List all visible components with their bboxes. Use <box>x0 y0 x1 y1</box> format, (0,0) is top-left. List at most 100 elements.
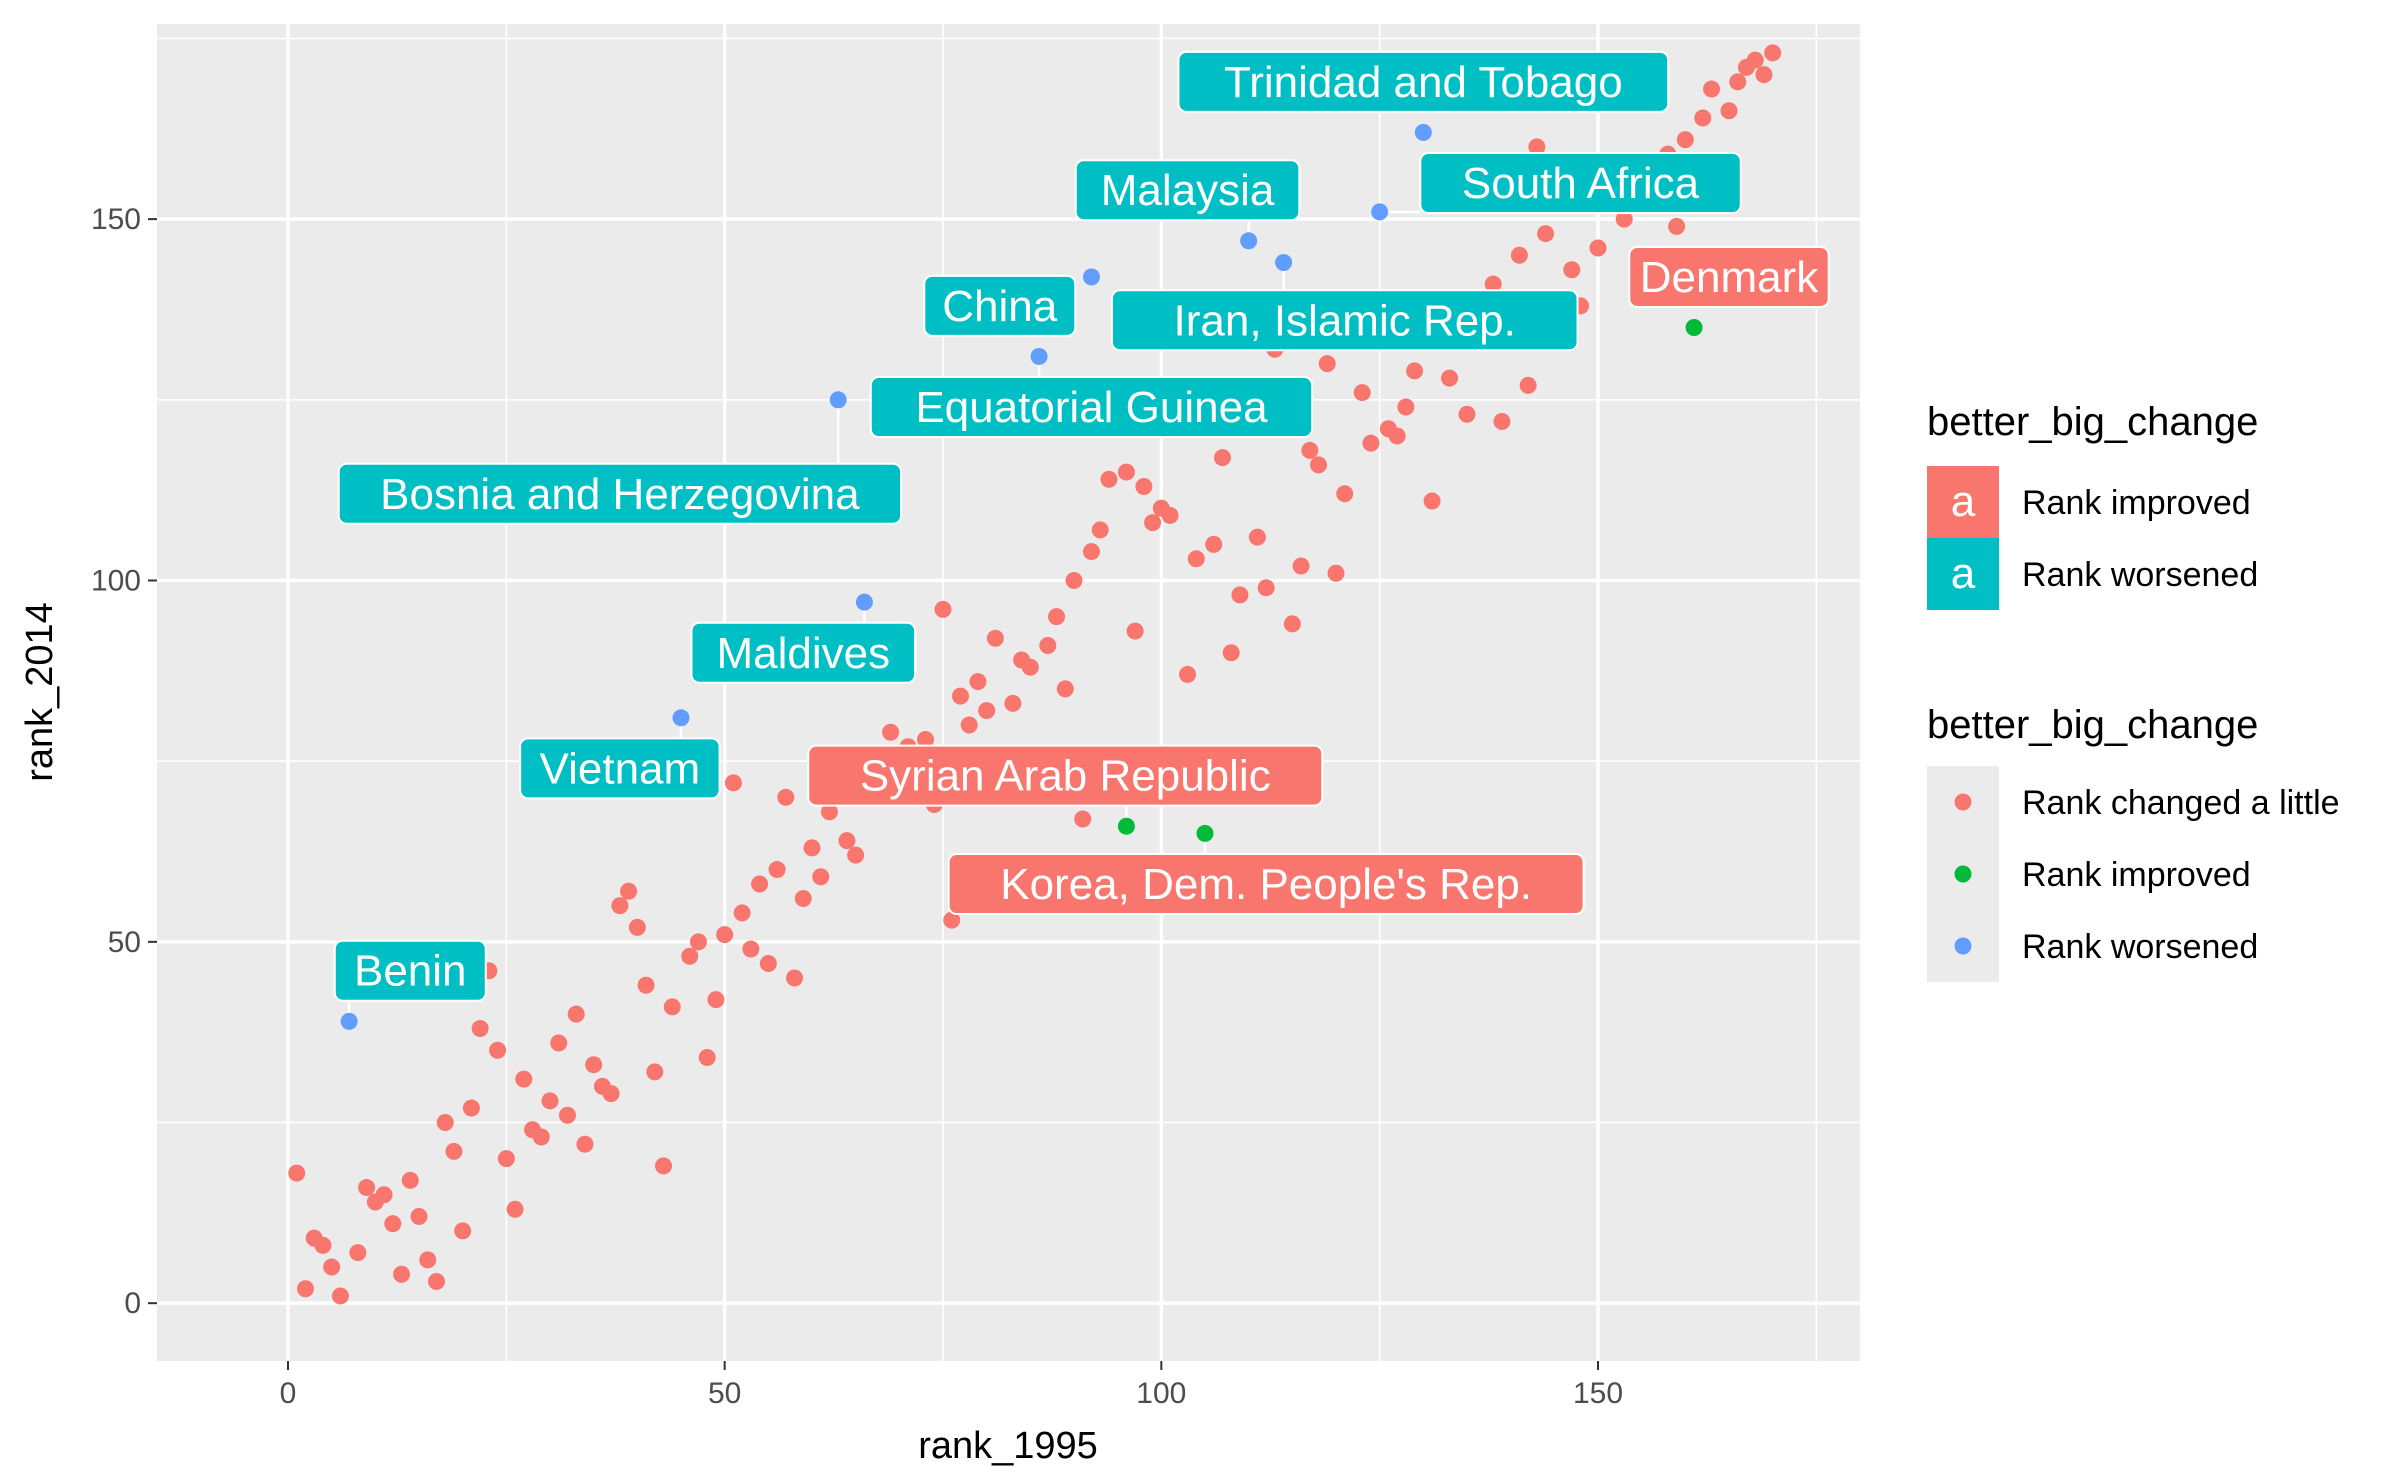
data-point <box>1676 131 1694 149</box>
data-point <box>978 702 996 720</box>
data-point <box>393 1265 411 1283</box>
data-point <box>1275 253 1293 271</box>
data-point <box>1100 470 1118 488</box>
data-point <box>1484 275 1502 293</box>
legend-title: better_big_change <box>1927 400 2258 444</box>
data-point <box>1240 232 1258 250</box>
data-point <box>1082 543 1100 561</box>
legend-entry-label: Rank worsened <box>2022 928 2258 966</box>
data-point <box>576 1135 594 1153</box>
data-point <box>1493 412 1511 430</box>
data-point <box>751 875 769 893</box>
country-label-box <box>1628 245 1830 308</box>
legend-title: better_big_change <box>1927 703 2258 747</box>
data-point <box>1048 608 1066 626</box>
country-label: South Africa <box>1462 159 1700 208</box>
country-label: Trinidad and Tobago <box>1224 58 1623 107</box>
x-tick-label: 100 <box>1136 1377 1186 1410</box>
data-point <box>585 1056 603 1074</box>
data-point <box>1746 51 1764 69</box>
country-label-box <box>869 376 1314 439</box>
legend-point-glyph <box>1954 793 1972 811</box>
y-axis-ticks: 0 50 100 150 <box>91 203 157 1320</box>
data-point <box>427 1273 445 1291</box>
data-point <box>1257 579 1275 597</box>
data-point <box>1537 225 1555 243</box>
data-point <box>1082 268 1100 286</box>
data-point <box>445 1142 463 1160</box>
country-label: Iran, Islamic Rep. <box>1174 296 1516 345</box>
data-point <box>323 1258 341 1276</box>
data-point <box>611 897 629 915</box>
data-point <box>655 1157 673 1175</box>
data-point <box>462 1099 480 1117</box>
data-point <box>1336 485 1354 503</box>
legend-entry-label: Rank changed a little <box>2022 784 2340 822</box>
data-point <box>1528 138 1546 156</box>
country-label: Syrian Arab Republic <box>860 752 1271 801</box>
data-point <box>628 918 646 936</box>
y-tick-label: 0 <box>124 1287 141 1320</box>
y-tick-label: 100 <box>91 564 141 597</box>
legend-point-glyph <box>1954 865 1972 883</box>
data-point <box>541 1092 559 1110</box>
data-point <box>1196 824 1214 842</box>
data-point <box>1091 521 1109 539</box>
data-point <box>497 1150 515 1168</box>
data-point <box>646 1063 664 1081</box>
x-tick-label: 50 <box>708 1377 741 1410</box>
country-label-box <box>923 274 1077 337</box>
data-point <box>951 687 969 705</box>
data-point <box>1414 123 1432 141</box>
data-point <box>1327 564 1345 582</box>
country-label-box <box>333 939 487 1002</box>
country-label-box <box>947 853 1585 916</box>
data-point <box>620 882 638 900</box>
data-point <box>1292 557 1310 575</box>
data-point <box>1310 456 1328 474</box>
data-point <box>1135 478 1153 496</box>
panel-background <box>157 24 1860 1361</box>
data-point <box>401 1171 419 1189</box>
data-point <box>1039 637 1057 655</box>
data-point <box>567 1005 585 1023</box>
data-point <box>733 904 751 922</box>
data-point <box>1205 535 1223 553</box>
data-point <box>1117 463 1135 481</box>
data-point <box>1755 66 1773 84</box>
data-point <box>602 1085 620 1103</box>
data-point <box>1161 506 1179 524</box>
data-point <box>855 593 873 611</box>
data-point <box>1283 615 1301 633</box>
data-point <box>698 1048 716 1066</box>
data-point <box>1056 680 1074 698</box>
data-point <box>838 832 856 850</box>
data-point <box>1720 102 1738 120</box>
data-point <box>1074 810 1092 828</box>
data-point <box>1510 246 1528 264</box>
data-point <box>707 991 725 1009</box>
data-point <box>786 969 804 987</box>
data-point <box>1371 203 1389 221</box>
data-point <box>1222 644 1240 662</box>
data-point <box>969 673 987 691</box>
data-point <box>358 1179 376 1197</box>
data-point <box>288 1164 306 1182</box>
data-point <box>847 846 865 864</box>
data-point <box>1318 355 1336 373</box>
data-point <box>1353 384 1371 402</box>
data-point <box>1615 210 1633 228</box>
country-label: Equatorial Guinea <box>915 383 1268 432</box>
data-point <box>724 774 742 792</box>
data-point <box>803 839 821 857</box>
data-point <box>471 1020 489 1038</box>
y-tick-label: 50 <box>108 926 141 959</box>
data-point <box>1117 817 1135 835</box>
data-point <box>1004 694 1022 712</box>
data-point <box>558 1106 576 1124</box>
data-point <box>1021 658 1039 676</box>
country-label: China <box>942 282 1057 331</box>
data-point <box>663 998 681 1016</box>
legend-entry-label: Rank improved <box>2022 856 2251 894</box>
